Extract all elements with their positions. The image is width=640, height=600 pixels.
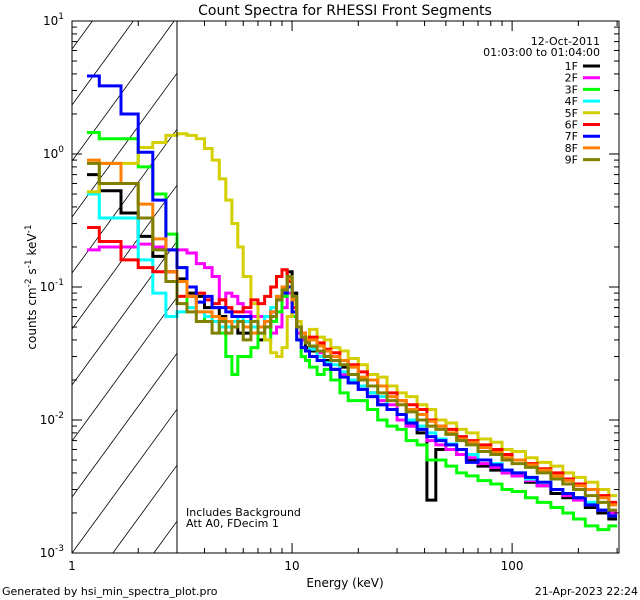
legend-label-8F: 8F (565, 142, 578, 155)
footer-timestamp: 21-Apr-2023 22:24 (535, 585, 638, 598)
y-tick-base: 10 (43, 147, 58, 161)
legend-date: 12-Oct-2011 (531, 35, 600, 48)
legend-label-7F: 7F (565, 130, 578, 143)
y-tick-label: 10-1 (40, 278, 64, 294)
y-tick-label: 100 (43, 145, 64, 161)
hatch-line (153, 520, 178, 554)
x-tick-label: 100 (501, 559, 524, 573)
y-axis-label-exp2: -1 (24, 259, 34, 268)
hatch-line (71, 352, 178, 498)
hatch-line (71, 296, 178, 442)
hatch-line (71, 408, 178, 554)
legend-label-3F: 3F (565, 83, 578, 96)
hatch-line (71, 20, 93, 50)
y-axis-label-exp3: -1 (24, 224, 34, 233)
legend: 12-Oct-2011 01:03:00 to 01:04:00 1F2F3F4… (483, 35, 600, 167)
y-tick-base: 10 (40, 413, 55, 427)
y-tick-exponent: -2 (55, 411, 64, 421)
hatch-line (71, 184, 178, 330)
y-tick-base: 10 (40, 280, 55, 294)
chart-title: Count Spectra for RHESSI Front Segments (198, 3, 492, 19)
y-tick-exponent: 0 (58, 145, 64, 155)
annotation-background: Includes Background (186, 506, 301, 519)
legend-label-2F: 2F (565, 72, 578, 85)
y-tick-exponent: -1 (55, 278, 64, 288)
hatch-line (71, 240, 178, 386)
y-tick-label: 10-3 (40, 544, 64, 560)
x-tick-labels: 1 10 100 (68, 559, 523, 573)
x-tick-label: 1 (68, 559, 76, 573)
y-tick-base: 10 (40, 546, 55, 560)
y-axis-label-base: counts cm (25, 287, 39, 349)
y-axis-label-mid2: keV (25, 233, 39, 260)
hatched-region (71, 20, 178, 554)
footer-generated-by: Generated by hsi_min_spectra_plot.pro (2, 585, 218, 598)
x-axis-label: Energy (keV) (306, 576, 383, 590)
x-tick-label: 10 (284, 559, 299, 573)
y-axis-label-mid: s (25, 268, 39, 278)
legend-label-4F: 4F (565, 95, 578, 108)
series-9F (87, 161, 618, 512)
legend-label-9F: 9F (565, 154, 578, 167)
series-group (87, 74, 618, 532)
y-axis-label: counts cm-2 s-1 keV-1 (24, 224, 39, 349)
legend-label-5F: 5F (565, 107, 578, 120)
legend-time-range: 01:03:00 to 01:04:00 (483, 46, 600, 59)
hatch-line (71, 20, 134, 106)
series-5F (87, 132, 618, 498)
y-tick-label: 101 (43, 12, 64, 28)
hatch-line (112, 464, 178, 554)
y-axis-label-exp1: -2 (24, 278, 34, 287)
annotation-attenuator: Att A0, FDecim 1 (186, 517, 279, 530)
y-tick-base: 10 (43, 14, 58, 28)
hatch-line (71, 20, 175, 162)
legend-label-6F: 6F (565, 119, 578, 132)
y-tick-exponent: 1 (58, 12, 64, 22)
series-8F (87, 158, 618, 507)
y-tick-label: 10-2 (40, 411, 64, 427)
y-tick-exponent: -3 (55, 544, 64, 554)
legend-label-1F: 1F (565, 60, 578, 73)
series-7F (87, 74, 618, 518)
axis-ticks (71, 20, 619, 554)
